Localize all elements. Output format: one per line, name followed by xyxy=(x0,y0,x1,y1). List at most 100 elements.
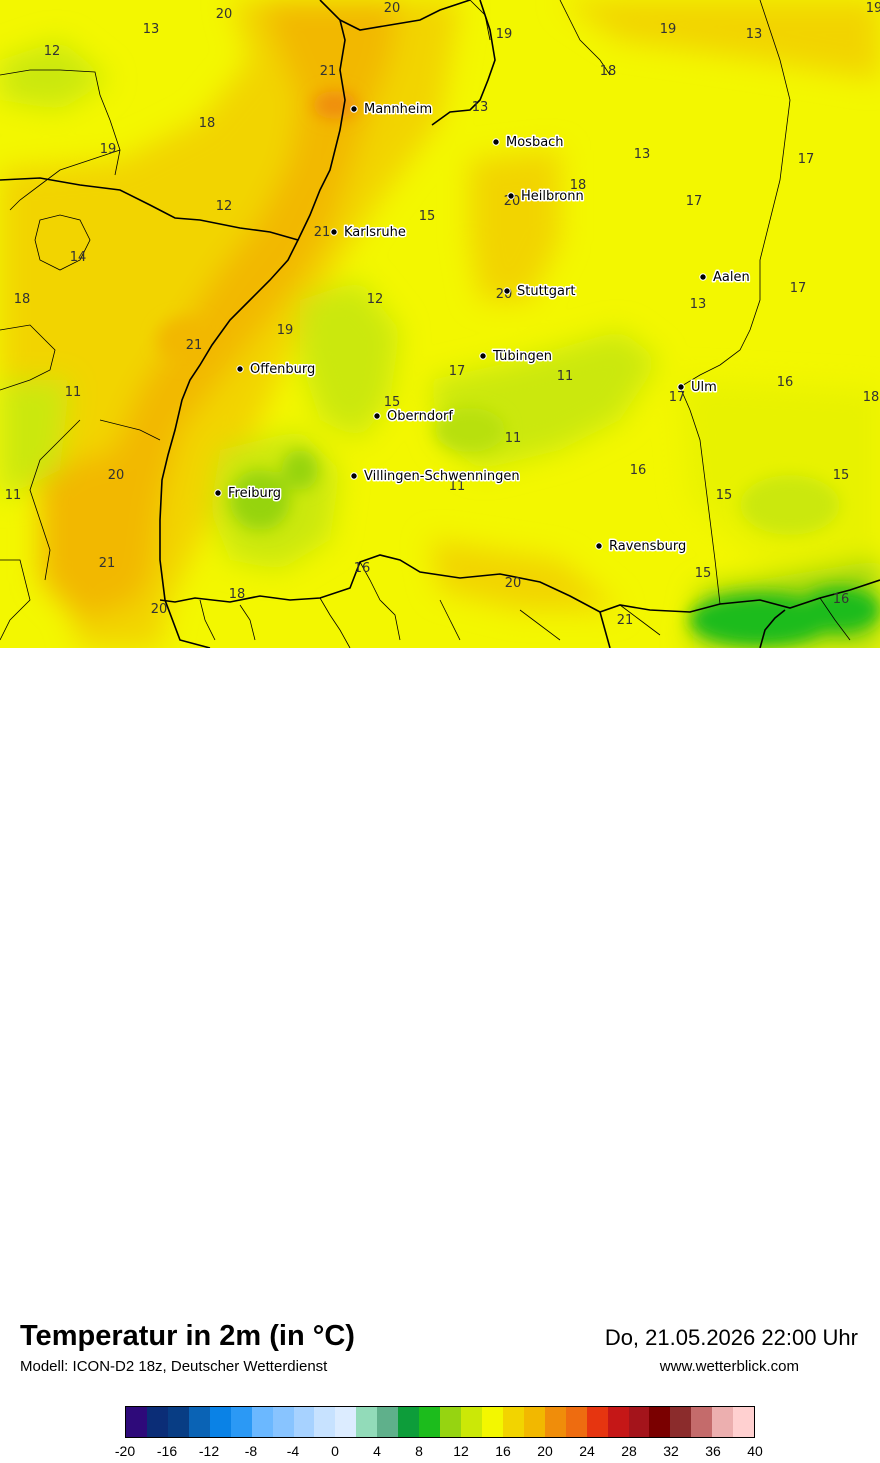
temperature-value: 20 xyxy=(216,7,233,22)
temperature-value: 12 xyxy=(44,44,61,59)
temperature-value: 21 xyxy=(617,613,634,628)
city-label: Aalen xyxy=(713,270,750,285)
city-label: Tübingen xyxy=(492,349,552,364)
legend-swatch xyxy=(251,1407,273,1437)
temperature-value: 19 xyxy=(277,323,294,338)
city-dot xyxy=(479,352,487,360)
temperature-value: 15 xyxy=(716,488,733,503)
legend-tick-label: 8 xyxy=(415,1443,423,1459)
district-borders xyxy=(0,0,851,648)
temperature-map[interactable]: 20 20 19 13 19 19 13 12 21 18 13 18 19 13 17 18 20 17 12 15… xyxy=(0,0,880,648)
temperature-value: 18 xyxy=(14,292,31,307)
city-label: Offenburg xyxy=(250,362,315,377)
legend-tick-label: 36 xyxy=(705,1443,721,1459)
city-dot xyxy=(503,287,511,295)
temperature-value: 14 xyxy=(70,250,87,265)
legend-swatch xyxy=(126,1407,147,1437)
temperature-value: 11 xyxy=(557,369,574,384)
city-dot xyxy=(507,192,515,200)
city-dot xyxy=(350,472,358,480)
temperature-value: 13 xyxy=(634,147,651,162)
city-dot xyxy=(330,228,338,236)
temperature-value: 17 xyxy=(790,281,807,296)
temperature-value: 15 xyxy=(384,395,401,410)
city-marker[interactable]: Mannheim xyxy=(350,101,434,119)
temperature-value: 17 xyxy=(669,390,686,405)
legend-swatch xyxy=(335,1407,357,1437)
temperature-value: 15 xyxy=(695,566,712,581)
map-canvas: 20 20 19 13 19 19 13 12 21 18 13 18 19 13 17 18 20 17 12 15… xyxy=(0,0,880,648)
city-marker[interactable]: Heilbronn xyxy=(507,188,585,206)
city-dot xyxy=(214,489,222,497)
city-marker[interactable]: Ravensburg xyxy=(595,538,688,556)
legend-tick-label: 16 xyxy=(495,1443,511,1459)
temperature-value: 11 xyxy=(65,385,82,400)
legend-swatch xyxy=(523,1407,545,1437)
legend-swatch xyxy=(440,1407,461,1437)
city-marker[interactable]: Villingen-Schwenningen xyxy=(350,468,521,486)
city-marker[interactable]: Oberndorf xyxy=(373,408,455,426)
city-marker[interactable]: Ulm xyxy=(677,379,718,397)
legend-swatch xyxy=(544,1407,566,1437)
legend-swatch xyxy=(502,1407,524,1437)
legend-swatch xyxy=(481,1407,503,1437)
temperature-value: 18 xyxy=(229,587,246,602)
legend-swatch xyxy=(733,1407,755,1437)
legend-swatch xyxy=(649,1407,671,1437)
legend-swatch xyxy=(188,1407,210,1437)
legend-swatch xyxy=(670,1407,692,1437)
city-label: Heilbronn xyxy=(521,189,584,204)
website-link[interactable]: www.wetterblick.com xyxy=(659,1358,799,1375)
city-marker[interactable]: Karlsruhe xyxy=(330,224,407,242)
city-label: Ulm xyxy=(691,380,717,395)
city-dot xyxy=(373,412,381,420)
temperature-value: 20 xyxy=(384,1,401,16)
model-info: Modell: ICON-D2 18z, Deutscher Wetterdie… xyxy=(20,1358,328,1375)
temperature-value: 21 xyxy=(99,556,116,571)
legend-tick-label: 12 xyxy=(453,1443,469,1459)
legend-swatch xyxy=(230,1407,252,1437)
city-dot xyxy=(492,138,500,146)
legend-swatch xyxy=(565,1407,587,1437)
city-marker[interactable]: Offenburg xyxy=(236,361,317,379)
temperature-value: 20 xyxy=(505,576,522,591)
legend-tick-label: -8 xyxy=(244,1443,258,1459)
legend-swatch xyxy=(691,1407,713,1437)
legend-tick-label: -20 xyxy=(114,1443,136,1459)
legend-swatch xyxy=(293,1407,315,1437)
legend-swatch xyxy=(356,1407,378,1437)
city-marker[interactable]: Mosbach xyxy=(492,134,565,152)
temperature-value: 15 xyxy=(419,209,436,224)
legend-swatch xyxy=(209,1407,231,1437)
temperature-value: 18 xyxy=(600,64,617,79)
temperature-value: 11 xyxy=(505,431,522,446)
city-label: Freiburg xyxy=(228,486,281,501)
footer: Temperatur in 2m (in °C) Modell: ICON-D2… xyxy=(0,648,880,1459)
temperature-value: 13 xyxy=(746,27,763,42)
legend-swatch xyxy=(607,1407,629,1437)
city-markers: Mannheim Mosbach Heilbronn Karlsruhe Stuttga… xyxy=(214,101,751,556)
temperature-value: 17 xyxy=(798,152,815,167)
temperature-value: 18 xyxy=(570,178,587,193)
legend-tick-label: -12 xyxy=(198,1443,220,1459)
city-marker[interactable]: Tübingen xyxy=(479,348,554,366)
city-marker[interactable]: Stuttgart xyxy=(503,283,577,301)
temperature-value: 19 xyxy=(660,22,677,37)
city-marker[interactable]: Freiburg xyxy=(214,485,283,503)
city-label: Mannheim xyxy=(364,102,432,117)
city-dot xyxy=(236,365,244,373)
temperature-value: 15 xyxy=(833,468,850,483)
city-label: Mosbach xyxy=(506,135,564,150)
map-title: Temperatur in 2m (in °C) xyxy=(20,1320,355,1352)
temperature-value: 17 xyxy=(686,194,703,209)
legend-ticks: -20 -16 -12 -8 -4 0 4 8 12 16 20 24 28 32 36 40 xyxy=(115,1443,763,1463)
legend-swatch xyxy=(398,1407,420,1437)
temperature-value: 12 xyxy=(367,292,384,307)
temperature-value: 13 xyxy=(143,22,160,37)
legend-tick-label: 24 xyxy=(579,1443,595,1459)
city-marker[interactable]: Aalen xyxy=(699,269,751,287)
legend-tick-label: 20 xyxy=(537,1443,553,1459)
city-dot xyxy=(699,273,707,281)
temperature-value: 18 xyxy=(863,390,880,405)
legend-tick-label: 32 xyxy=(663,1443,679,1459)
